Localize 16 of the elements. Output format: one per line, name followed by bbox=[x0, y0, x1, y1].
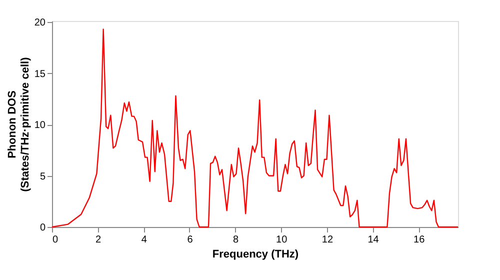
y-tick-label: 20 bbox=[34, 18, 46, 29]
y-tick-label: 5 bbox=[40, 171, 46, 182]
x-tick-label: 0 bbox=[52, 234, 58, 246]
x-tick-label: 12 bbox=[322, 234, 334, 246]
x-tick-label: 16 bbox=[414, 234, 426, 246]
x-tick-label: 6 bbox=[187, 234, 194, 246]
y-tick-label: 0 bbox=[40, 222, 46, 234]
x-tick-label: 4 bbox=[141, 234, 148, 246]
y-axis-title: Phonon DOS (States/THz·primitive cell) bbox=[6, 56, 32, 192]
y-tick-label: 10 bbox=[34, 120, 46, 132]
y-tick-label: 15 bbox=[34, 68, 46, 80]
x-axis-title: Frequency (THz) bbox=[212, 248, 299, 260]
x-tick-label: 2 bbox=[96, 234, 102, 246]
x-tick-label: 10 bbox=[276, 234, 288, 246]
x-tick-label: 8 bbox=[233, 234, 240, 246]
x-tick-label: 14 bbox=[368, 234, 380, 246]
